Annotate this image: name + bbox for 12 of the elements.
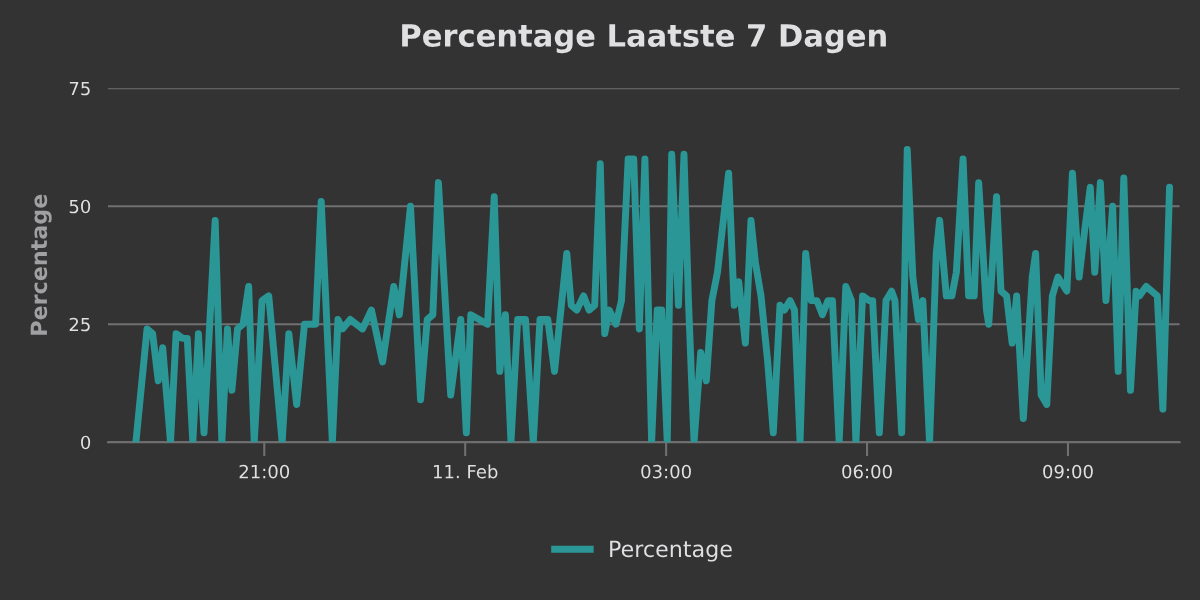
x-tick-label: 21:00: [239, 464, 290, 479]
y-tick-label: 50: [69, 199, 91, 214]
y-tick-label: 0: [81, 435, 91, 450]
x-tick-label: 03:00: [641, 464, 691, 479]
x-tick-label: 11. Feb: [433, 464, 498, 479]
y-tick-label: 75: [69, 81, 90, 96]
x-tick-label: 09:00: [1043, 464, 1093, 479]
chart-title: Percentage Laatste 7 Dagen: [402, 24, 886, 54]
x-tick-label: 06:00: [842, 464, 892, 479]
y-axis-title: Percentage: [30, 194, 52, 335]
y-tick-label: 25: [69, 317, 90, 332]
legend-label: Percentage: [610, 540, 732, 562]
